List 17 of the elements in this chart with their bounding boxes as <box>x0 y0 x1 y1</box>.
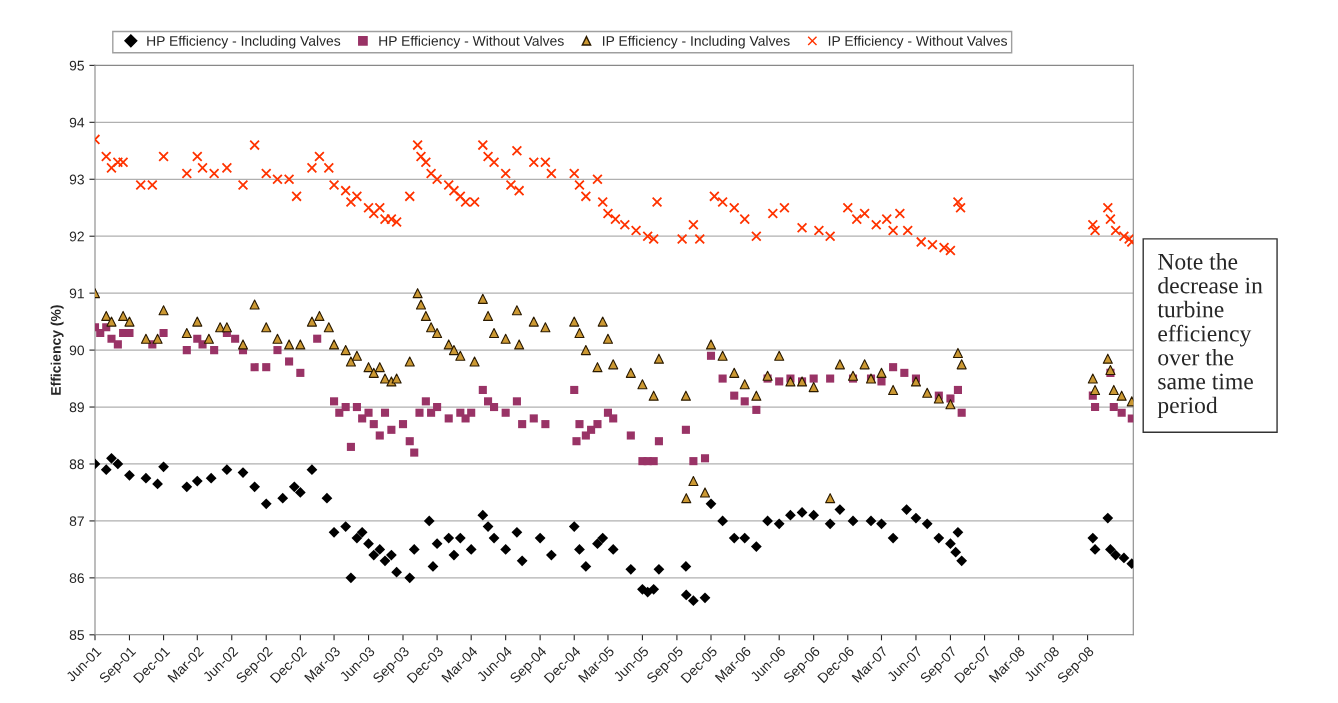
y-tick-label: 94 <box>69 117 85 128</box>
legend-label: IP Efficiency - Including Valves <box>603 35 790 49</box>
y-tick-label: 86 <box>69 573 84 584</box>
legend-label: IP Efficiency - Without Valves <box>828 35 1007 49</box>
y-tick-label: 91 <box>69 288 84 299</box>
y-tick-label: 88 <box>69 459 84 470</box>
legend-label: HP Efficiency - Including Valves <box>147 35 341 49</box>
y-tick-label: 89 <box>69 402 84 413</box>
y-axis-title: Efficiency (%) <box>50 305 64 395</box>
y-tick-label: 90 <box>69 345 85 356</box>
y-tick-label: 87 <box>69 516 84 527</box>
y-tick-label: 85 <box>69 630 84 640</box>
legend-label: HP Efficiency - Without Valves <box>379 35 564 49</box>
y-tick-label: 92 <box>69 231 84 242</box>
text: Note the decrease in turbine efficiency over the same time period <box>1157 253 1263 419</box>
y-tick-label: 93 <box>69 174 84 185</box>
y-tick-label: 95 <box>69 60 84 71</box>
